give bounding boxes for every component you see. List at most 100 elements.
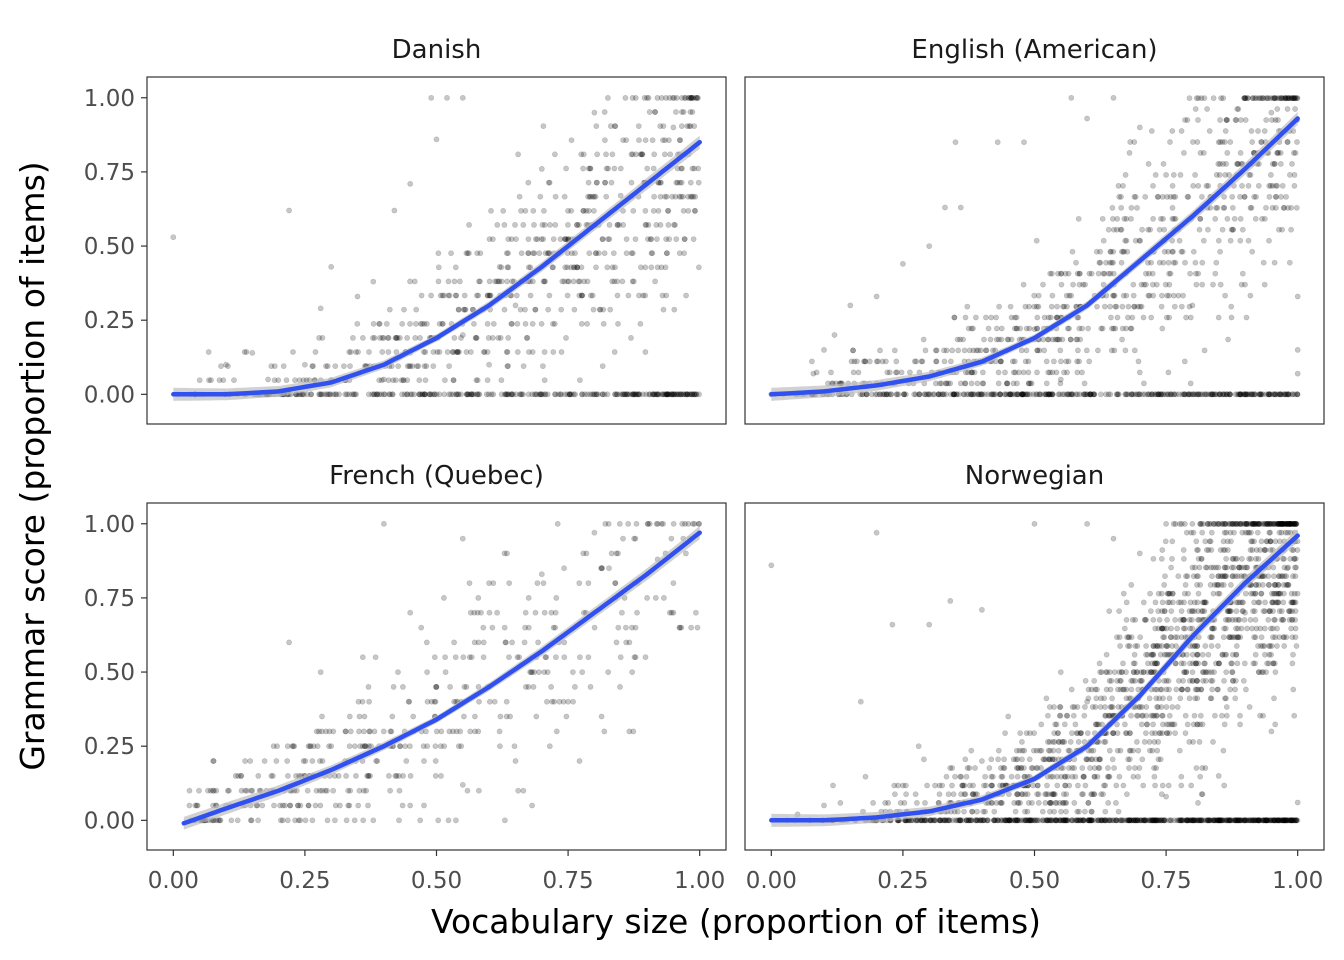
data-point (1221, 204, 1228, 211)
data-point (441, 743, 448, 750)
data-point (1140, 669, 1147, 675)
data-point (1193, 817, 1200, 824)
data-point (1154, 704, 1160, 710)
data-point (677, 624, 683, 631)
data-point (831, 332, 838, 338)
data-point (1205, 226, 1211, 233)
data-point (1271, 95, 1278, 101)
data-point (1019, 739, 1025, 745)
data-point (1055, 391, 1062, 398)
data-point (1215, 686, 1221, 693)
data-point (379, 334, 386, 341)
data-point (1224, 391, 1231, 398)
data-point (540, 236, 547, 242)
data-point (505, 391, 512, 398)
data-point (1229, 573, 1236, 580)
data-point (1276, 608, 1283, 614)
data-point (1033, 303, 1040, 310)
data-point (468, 391, 475, 398)
data-point (1246, 555, 1252, 562)
data-point (1135, 704, 1142, 710)
data-point (678, 123, 685, 129)
data-point (1219, 651, 1226, 658)
data-point (1013, 391, 1020, 398)
data-point (1220, 204, 1227, 211)
data-point (1202, 564, 1209, 571)
data-point (442, 654, 448, 661)
data-point (1110, 94, 1117, 101)
data-point (1035, 800, 1042, 806)
data-point (935, 391, 942, 398)
data-point (653, 391, 660, 398)
data-point (459, 535, 466, 542)
data-point (649, 250, 656, 257)
data-point (1042, 391, 1049, 398)
data-point (1224, 538, 1231, 545)
data-point (672, 391, 679, 398)
data-point (356, 713, 363, 720)
data-point (1071, 765, 1078, 771)
data-point (515, 151, 521, 158)
data-point (474, 377, 481, 384)
data-point (1269, 817, 1276, 824)
data-point (612, 580, 619, 586)
data-point (1290, 651, 1296, 658)
data-point (1221, 782, 1228, 789)
data-point (505, 236, 512, 242)
data-point (1060, 739, 1066, 745)
data-point (624, 391, 631, 398)
data-point (418, 292, 425, 299)
data-point (1136, 550, 1143, 557)
data-point (941, 358, 948, 365)
data-point (496, 743, 503, 750)
data-point (673, 179, 680, 186)
data-point (1087, 391, 1094, 398)
data-point (417, 817, 424, 824)
data-point (590, 306, 597, 313)
data-point (612, 391, 618, 398)
data-point (1235, 625, 1241, 632)
data-point (1119, 325, 1126, 332)
data-point (1087, 391, 1094, 398)
data-point (486, 698, 493, 705)
data-point (632, 391, 639, 398)
data-point (452, 654, 459, 661)
data-point (660, 391, 667, 398)
data-point (612, 264, 618, 271)
data-point (366, 698, 372, 705)
data-point (568, 207, 575, 214)
data-point (1099, 215, 1106, 222)
data-point (1235, 106, 1242, 112)
data-point (324, 787, 330, 794)
data-point (532, 306, 539, 313)
data-point (231, 377, 237, 384)
data-point (616, 520, 623, 527)
data-point (1084, 115, 1090, 122)
data-point (224, 363, 231, 369)
data-point (977, 391, 984, 398)
data-point (447, 684, 453, 690)
data-point (1214, 204, 1221, 211)
data-point (1274, 149, 1281, 156)
data-point (1076, 391, 1083, 398)
data-point (664, 250, 670, 257)
data-point (406, 743, 413, 750)
data-point (1091, 773, 1098, 780)
data-point (406, 363, 413, 369)
data-point (665, 221, 672, 228)
data-point (1294, 370, 1301, 377)
data-point (513, 391, 519, 398)
data-point (1003, 380, 1010, 387)
data-point (422, 377, 429, 384)
data-point (1210, 391, 1217, 398)
data-point (1019, 391, 1026, 398)
data-point (638, 151, 645, 158)
data-point (1219, 226, 1226, 233)
data-point (913, 358, 920, 365)
data-point (1287, 817, 1294, 824)
data-point (234, 817, 241, 824)
data-point (1268, 728, 1275, 735)
data-point (664, 391, 670, 398)
data-point (498, 377, 505, 384)
data-point (186, 787, 193, 794)
